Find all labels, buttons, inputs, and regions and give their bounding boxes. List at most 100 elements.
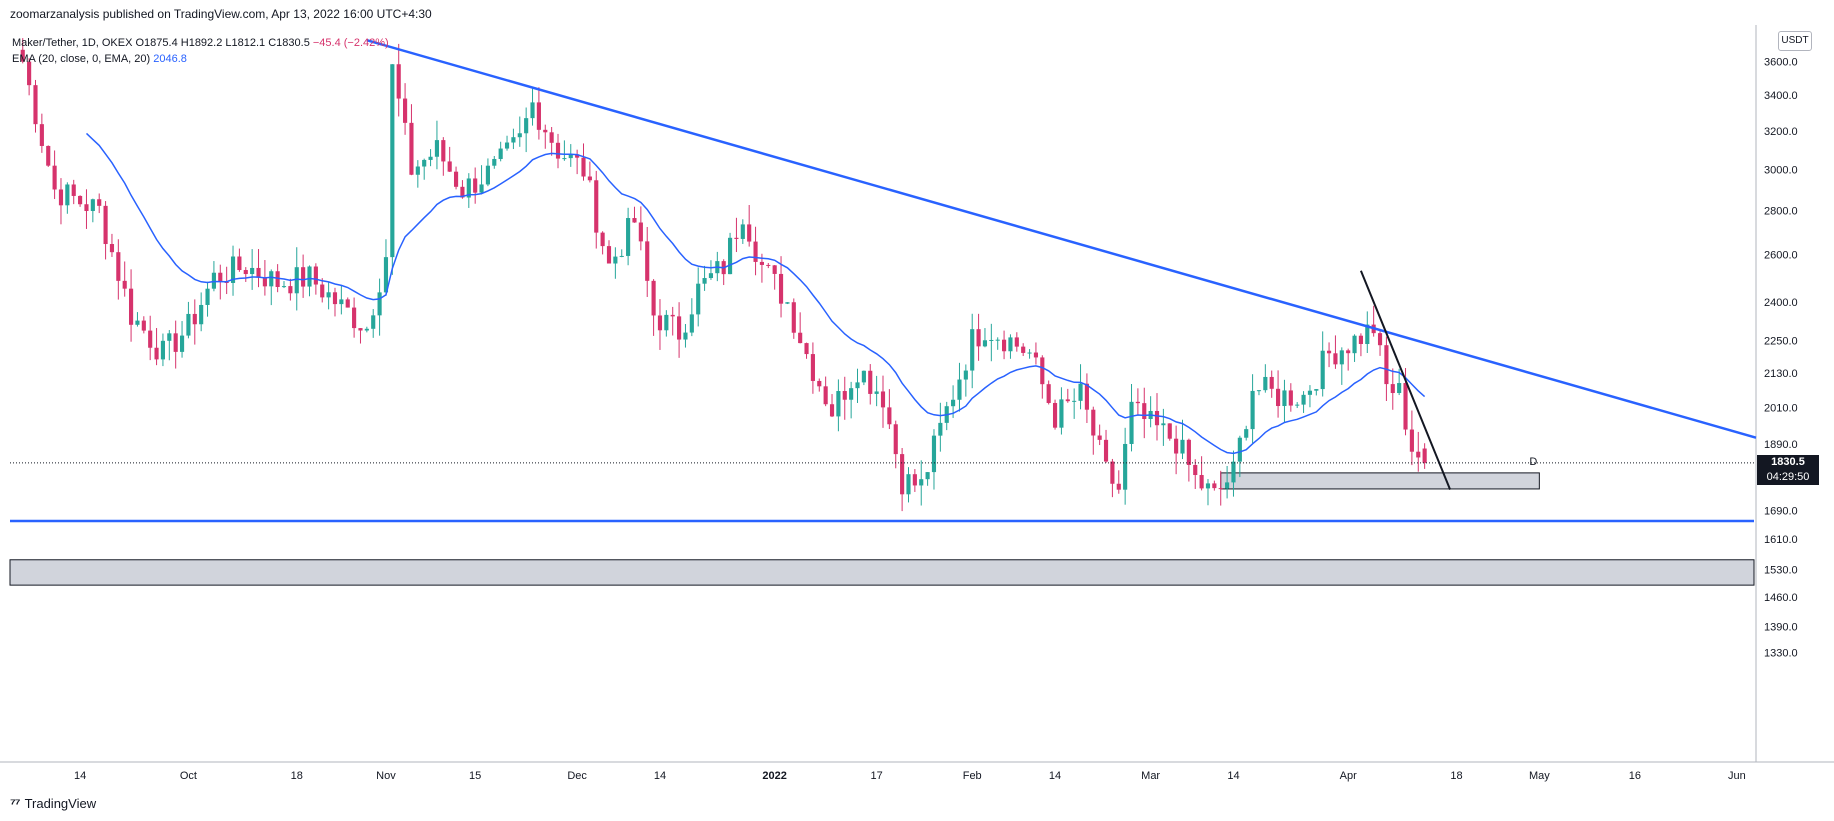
candle-body (199, 304, 204, 325)
local-zone-rect[interactable] (1220, 472, 1540, 490)
candle-body (1288, 390, 1293, 406)
candle-body (1116, 483, 1121, 490)
candle-body (1422, 448, 1427, 463)
candle-body (122, 280, 127, 289)
candle-body (1256, 390, 1262, 392)
candle-body (1416, 451, 1421, 458)
price-chart[interactable]: D 1330.0 1390.0 1460.0 1530.0 1610.0 1690.0 18… (0, 25, 1834, 787)
candle-body (1103, 439, 1109, 462)
candle-body (1276, 388, 1281, 407)
candle-body (753, 241, 758, 262)
candle-body (829, 404, 835, 417)
candle-body (275, 271, 280, 287)
candle-body (1218, 488, 1223, 490)
currency-badge[interactable]: USDT (1778, 31, 1812, 51)
candle-body (995, 339, 1000, 341)
candle-body (817, 380, 822, 387)
candle-body (58, 189, 64, 206)
candle-body (129, 288, 134, 325)
ema-label[interactable]: EMA (20, close, 0, EMA, 20) (12, 53, 151, 65)
candle-body (530, 102, 535, 119)
candle-body (632, 218, 637, 223)
candle-body (224, 282, 229, 284)
price-tick-label: 2600.0 (1764, 250, 1798, 262)
price-tick-label: 1690.0 (1764, 505, 1798, 517)
time-tick-label: 16 (1629, 770, 1641, 782)
time-tick-label: 17 (871, 770, 883, 782)
candle-body (976, 329, 981, 347)
candle-body (109, 244, 115, 253)
candle-body (39, 124, 44, 146)
candle-body (1250, 390, 1255, 430)
tradingview-logo[interactable]: ⁷⁷ TradingView (10, 795, 96, 811)
chart-pane[interactable]: D 1330.0 1390.0 1460.0 1530.0 1610.0 1690.0 18… (0, 25, 1834, 787)
time-tick-label: Oct (180, 770, 197, 782)
candle-body (1314, 389, 1319, 391)
candle-body (250, 267, 255, 275)
candle-body (377, 292, 382, 316)
candle-body (645, 241, 650, 281)
candle-body (1339, 350, 1344, 365)
candle-body (1212, 483, 1217, 489)
candle-body (1320, 350, 1325, 390)
time-tick-label: Dec (567, 770, 587, 782)
candle-body (447, 161, 452, 172)
candle-body (415, 166, 420, 175)
price-tick-label: 1460.0 (1764, 592, 1798, 604)
candle-body (205, 288, 210, 305)
candle-body (600, 232, 605, 247)
candle-body (230, 256, 236, 283)
demand-zone-rect[interactable] (9, 559, 1755, 586)
candle-body (288, 286, 293, 294)
candle-body (364, 328, 369, 331)
candle-body (269, 271, 274, 287)
candle-body (1002, 339, 1007, 352)
price-tick-label: 1890.0 (1764, 439, 1798, 451)
candle-body (396, 64, 401, 99)
change-value: −45.4 (−2.42%) (312, 37, 389, 49)
candle-body (1097, 435, 1102, 440)
candle-body (192, 313, 197, 325)
candle-body (179, 335, 185, 352)
candle-body (33, 85, 38, 125)
candle-body (243, 270, 248, 275)
candle-body (237, 256, 242, 271)
candle-body (734, 237, 739, 239)
descending-trendline[interactable] (366, 39, 1757, 439)
candle-body (1186, 439, 1191, 465)
time-tick-label: 2022 (762, 770, 786, 782)
candle-body (504, 142, 510, 149)
candle-body (1244, 429, 1249, 438)
candle-body (1033, 352, 1039, 358)
candle-body (141, 320, 146, 331)
candle-body (1040, 357, 1045, 385)
tradingview-logo-icon: ⁷⁷ (10, 795, 21, 811)
candle-body (173, 333, 178, 352)
zone-label: D (1529, 456, 1537, 468)
candle-body (524, 118, 529, 134)
candle-body (581, 157, 586, 177)
candle-body (1295, 404, 1300, 406)
candle-body (498, 148, 503, 159)
candle-body (1084, 383, 1089, 410)
legend: Maker/Tether, 1D, OKEX O1875.4 H1892.2 L… (12, 35, 389, 67)
candle-body (390, 64, 395, 258)
candle-body (1072, 400, 1077, 402)
candle-body (294, 267, 299, 294)
time-tick-label: Nov (376, 770, 396, 782)
candle-body (403, 98, 408, 123)
candle-body (536, 102, 541, 130)
candle-body (1123, 443, 1128, 490)
candle-body (218, 272, 223, 283)
steep-trendline[interactable] (1359, 270, 1452, 490)
candle-body (740, 224, 745, 239)
candle-body (587, 176, 592, 181)
candle-body (619, 255, 624, 257)
candle-body (20, 49, 25, 62)
candle-body (1301, 394, 1306, 405)
brand-name: TradingView (24, 795, 97, 811)
candle-body (708, 273, 714, 279)
candle-body (759, 261, 764, 265)
symbol-label[interactable]: Maker/Tether, 1D, OKEX (12, 37, 133, 49)
candle-body (778, 273, 784, 304)
